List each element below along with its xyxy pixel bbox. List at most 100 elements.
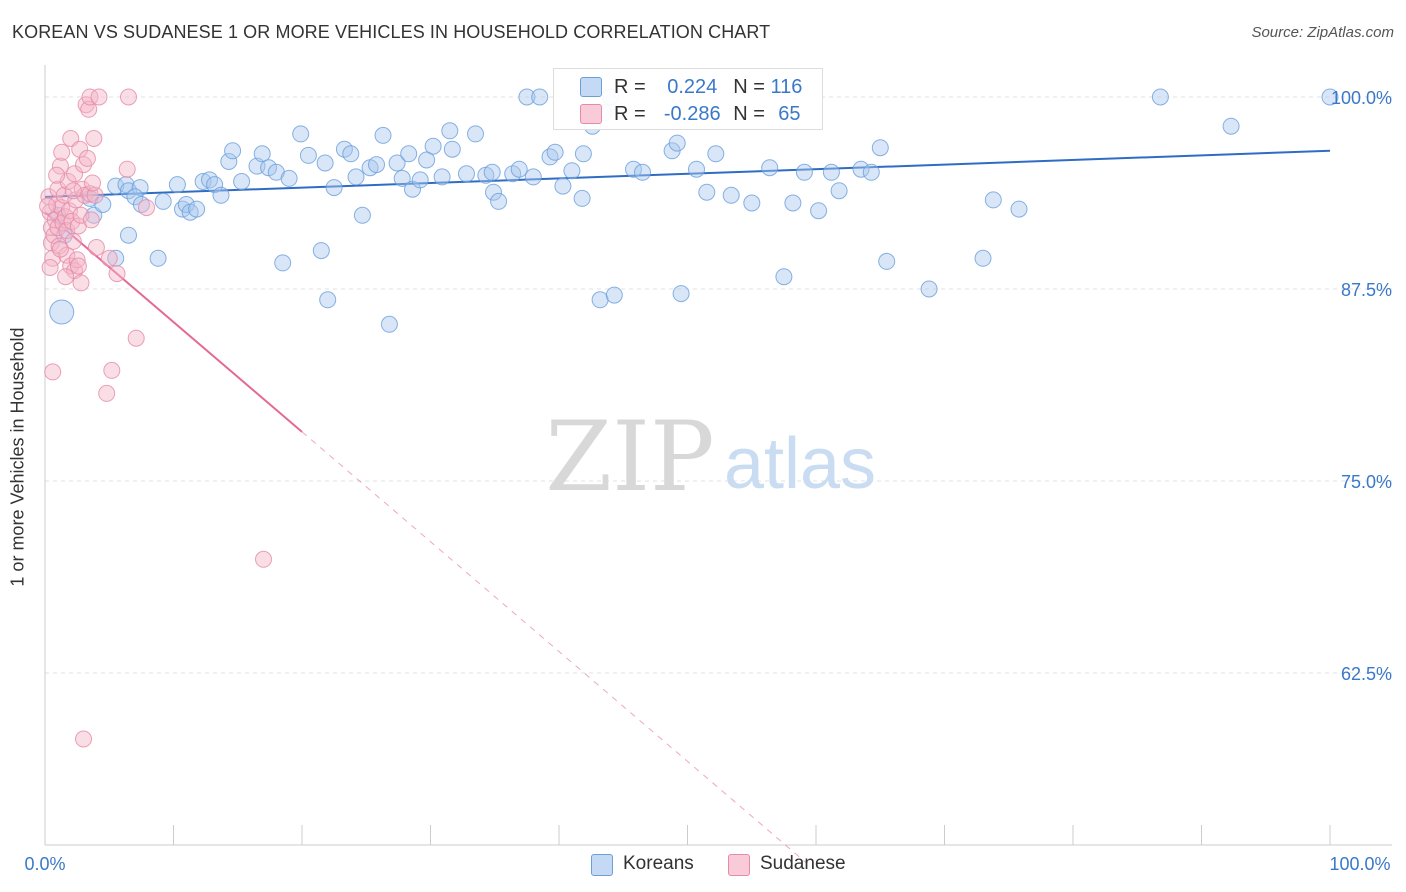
point-sudanese bbox=[90, 88, 108, 106]
legend-swatch-koreans bbox=[580, 77, 602, 97]
point-koreans bbox=[668, 134, 686, 152]
stats-legend: R = 0.224 N = 116 R = -0.286 N = 65 bbox=[553, 68, 823, 130]
legend-row-koreans: R = 0.224 N = 116 bbox=[554, 74, 822, 100]
x-tick-label: 100.0% bbox=[1329, 854, 1390, 874]
point-koreans bbox=[132, 196, 150, 213]
point-koreans bbox=[424, 137, 442, 155]
point-koreans bbox=[743, 194, 761, 212]
point-koreans bbox=[188, 200, 206, 218]
point-koreans bbox=[574, 145, 592, 163]
point-koreans bbox=[672, 285, 690, 303]
point-koreans bbox=[443, 140, 461, 158]
point-koreans bbox=[1222, 117, 1240, 135]
point-koreans bbox=[1010, 200, 1028, 218]
r-label: R = bbox=[614, 103, 652, 125]
point-koreans bbox=[698, 183, 716, 201]
legend-label-koreans: Koreans bbox=[623, 853, 694, 874]
watermark-zip: ZIP bbox=[545, 401, 714, 513]
y-tick-label: 75.0% bbox=[1341, 472, 1392, 492]
point-koreans bbox=[483, 163, 501, 181]
point-koreans bbox=[411, 171, 429, 189]
source-label: Source: ZipAtlas.com bbox=[1251, 24, 1394, 41]
tick-labels: 100.0% 87.5% 75.0% 62.5% 0.0% 100.0% bbox=[24, 88, 1392, 874]
series-legend: Koreans Sudanese bbox=[0, 852, 1406, 880]
legend-swatch-sudanese bbox=[728, 854, 750, 876]
point-koreans bbox=[852, 160, 870, 178]
point-koreans bbox=[830, 182, 848, 200]
point-sudanese bbox=[51, 240, 69, 258]
y-tick-label: 87.5% bbox=[1341, 280, 1392, 300]
trendline-sudanese bbox=[44, 211, 303, 433]
point-sudanese bbox=[64, 232, 82, 250]
point-koreans bbox=[510, 160, 528, 178]
point-sudanese bbox=[120, 88, 137, 106]
point-koreans bbox=[541, 148, 559, 166]
point-koreans bbox=[292, 125, 310, 143]
point-sudanese bbox=[127, 329, 145, 347]
point-koreans bbox=[531, 88, 549, 106]
point-koreans bbox=[433, 168, 451, 186]
point-sudanese bbox=[69, 257, 87, 275]
point-koreans bbox=[761, 159, 779, 177]
point-koreans bbox=[634, 163, 651, 181]
point-koreans bbox=[784, 194, 802, 212]
point-sudanese bbox=[138, 199, 155, 217]
series-koreans bbox=[49, 88, 1339, 333]
point-koreans bbox=[458, 165, 475, 183]
r-value: -0.286 bbox=[663, 103, 721, 125]
point-koreans bbox=[220, 153, 238, 170]
point-koreans bbox=[467, 125, 484, 143]
trendline-koreans bbox=[44, 149, 1331, 198]
n-label: N = bbox=[733, 103, 771, 125]
point-koreans bbox=[177, 196, 195, 213]
point-sudanese bbox=[48, 166, 66, 184]
point-koreans bbox=[974, 249, 992, 267]
point-sudanese bbox=[39, 197, 57, 215]
point-sudanese bbox=[44, 363, 62, 381]
point-koreans bbox=[154, 192, 172, 210]
point-koreans bbox=[299, 146, 317, 164]
point-sudanese bbox=[75, 730, 92, 748]
point-koreans bbox=[233, 173, 251, 190]
point-koreans bbox=[316, 154, 334, 172]
axes bbox=[44, 65, 1392, 846]
point-koreans bbox=[274, 254, 292, 272]
point-sudanese bbox=[85, 130, 103, 147]
legend-stats-sudanese: R = -0.286 N = 65 bbox=[614, 103, 801, 126]
point-koreans bbox=[201, 171, 218, 189]
n-label: N = bbox=[733, 76, 771, 98]
point-koreans bbox=[554, 177, 572, 195]
point-sudanese bbox=[108, 265, 126, 283]
point-koreans bbox=[688, 160, 705, 178]
point-koreans bbox=[862, 163, 880, 181]
point-koreans bbox=[418, 151, 436, 169]
point-koreans bbox=[524, 168, 542, 186]
point-koreans bbox=[347, 168, 365, 186]
point-koreans bbox=[319, 291, 337, 309]
point-sudanese bbox=[72, 206, 90, 224]
legend-label-sudanese: Sudanese bbox=[760, 853, 846, 874]
data-points bbox=[39, 88, 1339, 748]
y-tick-label: 62.5% bbox=[1341, 664, 1392, 684]
point-koreans bbox=[490, 192, 508, 210]
y-tick-label: 100.0% bbox=[1331, 88, 1392, 108]
point-koreans bbox=[120, 226, 137, 244]
point-sudanese bbox=[81, 88, 99, 106]
point-koreans bbox=[342, 145, 360, 163]
point-koreans bbox=[400, 145, 418, 163]
point-koreans bbox=[212, 186, 230, 204]
point-koreans bbox=[485, 183, 502, 201]
point-koreans bbox=[878, 252, 896, 270]
point-koreans bbox=[984, 191, 1002, 209]
point-koreans bbox=[380, 315, 398, 333]
chart-title: KOREAN VS SUDANESE 1 OR MORE VEHICLES IN… bbox=[12, 22, 771, 42]
point-koreans bbox=[563, 162, 581, 180]
point-koreans bbox=[131, 179, 149, 197]
x-tick-label: 0.0% bbox=[24, 854, 65, 874]
n-value: 65 bbox=[778, 103, 801, 125]
point-koreans bbox=[280, 169, 298, 187]
point-koreans bbox=[388, 154, 406, 172]
point-sudanese bbox=[98, 384, 116, 402]
point-koreans bbox=[775, 268, 793, 286]
